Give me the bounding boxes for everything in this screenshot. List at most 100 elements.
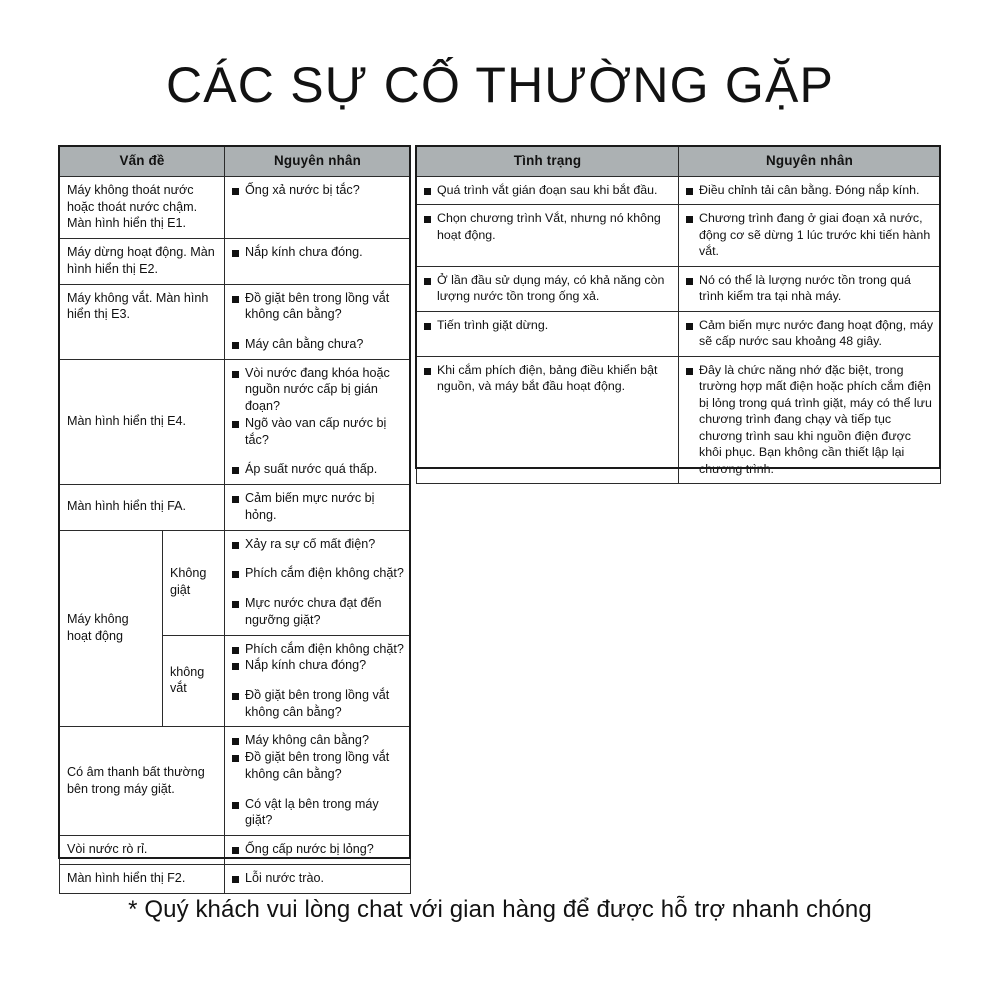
column-header-cause: Nguyên nhân: [678, 146, 941, 177]
cell-cause: Nó có thể là lượng nước tồn trong quá tr…: [678, 265, 941, 312]
cell-subgroup-label: không vắt: [161, 634, 226, 728]
list-item: Điều chỉnh tải cân bằng. Đóng nắp kính.: [686, 182, 934, 199]
cause-list: Đồ giặt bên trong lồng vắt không cân bằn…: [232, 290, 404, 353]
cell-cause: Lỗi nước trào.: [224, 863, 412, 894]
cell-cause: Ống cấp nước bị lỏng?: [224, 835, 412, 865]
cause-list: Vòi nước đang khóa hoặc nguồn nước cấp b…: [232, 365, 404, 478]
list-item: Đây là chức năng nhớ đặc biệt, trong trư…: [686, 362, 934, 478]
table-row: Chọn chương trình Vắt, nhưng nó không ho…: [416, 204, 941, 267]
cause-list: Chương trình đang ở giai đoạn xả nước, đ…: [686, 210, 934, 260]
page-title: CÁC SỰ CỐ THƯỜNG GẶP: [165, 57, 835, 113]
table-row-grouped: Máy không hoạt động Không giật Xảy ra sự…: [59, 529, 412, 728]
cell-status: Tiến trình giặt dừng.: [416, 310, 679, 357]
table-row: Khi cắm phích điện, bảng điều khiển bật …: [416, 355, 941, 485]
footer-note: * Quý khách vui lòng chat với gian hàng …: [128, 896, 872, 923]
cell-cause: Ống xả nước bị tắc?: [224, 175, 412, 240]
status-list: Tiến trình giặt dừng.: [424, 317, 672, 334]
table-row: Màn hình hiển thị FA. Cảm biến mực nước …: [58, 484, 412, 531]
cause-list: Ống xả nước bị tắc?: [232, 182, 404, 199]
list-item: Chương trình đang ở giai đoạn xả nước, đ…: [686, 210, 934, 260]
list-item: Nắp kính chưa đóng?: [232, 657, 404, 674]
table-row-grouped: không vắt Phích cắm điện không chặt? Nắp…: [60, 634, 412, 728]
list-item: Đồ giặt bên trong lồng vắt không cân bằn…: [232, 290, 404, 323]
list-item: Ống xả nước bị tắc?: [232, 182, 404, 199]
status-list: Chọn chương trình Vắt, nhưng nó không ho…: [424, 210, 672, 243]
cause-list: Máy không cân bằng? Đồ giặt bên trong lồ…: [232, 732, 404, 829]
table-row: Ở lần đầu sử dụng máy, có khả năng còn l…: [416, 265, 941, 312]
list-item: Đồ giặt bên trong lồng vắt không cân bằn…: [232, 749, 404, 782]
status-list: Quá trình vắt gián đoạn sau khi bắt đầu.: [424, 182, 672, 199]
table-row: Có âm thanh bất thường bên trong máy giặ…: [58, 726, 412, 837]
list-item: Cảm biến mực nước bị hỏng.: [232, 490, 404, 523]
table-row: Màn hình hiển thị E4. Vòi nước đang khóa…: [58, 358, 412, 486]
table-row: Quá trình vắt gián đoạn sau khi bắt đầu.…: [416, 175, 941, 206]
list-item: Nắp kính chưa đóng.: [232, 244, 404, 261]
list-item: Khi cắm phích điện, bảng điều khiển bật …: [424, 362, 672, 395]
column-header-status: Tình trạng: [416, 146, 679, 177]
cell-cause: Điều chỉnh tải cân bằng. Đóng nắp kính.: [678, 175, 941, 206]
list-item: Mực nước chưa đạt đến ngưỡng giặt?: [232, 595, 404, 628]
cell-status: Khi cắm phích điện, bảng điều khiển bật …: [416, 355, 679, 485]
list-item: Có vật lạ bên trong máy giặt?: [232, 796, 404, 829]
list-item: Xảy ra sự cố mất điện?: [232, 536, 404, 553]
cell-problem: Vòi nước rò rỉ.: [58, 835, 226, 865]
cell-problem: Màn hình hiển thị FA.: [58, 484, 226, 531]
cell-cause: Cảm biến mực nước bị hỏng.: [224, 484, 412, 531]
cell-problem: Máy không thoát nước hoặc thoát nước chậ…: [58, 175, 226, 240]
cell-cause: Vòi nước đang khóa hoặc nguồn nước cấp b…: [224, 358, 412, 486]
cell-problem: Máy dừng hoạt động. Màn hình hiển thị E2…: [58, 238, 226, 285]
list-item: Cảm biến mực nước đang hoạt động, máy sẽ…: [686, 317, 934, 350]
list-item: Máy không cân bằng?: [232, 732, 404, 749]
cell-cause: Chương trình đang ở giai đoạn xả nước, đ…: [678, 204, 941, 267]
cause-list: Ống cấp nước bị lỏng?: [232, 841, 404, 858]
cell-cause: Đây là chức năng nhớ đặc biệt, trong trư…: [678, 355, 941, 485]
common-problems-table: Vấn đề Nguyên nhân Máy không thoát nước …: [58, 146, 412, 894]
status-list: Ở lần đầu sử dụng máy, có khả năng còn l…: [424, 272, 672, 305]
cell-cause: Máy không cân bằng? Đồ giặt bên trong lồ…: [224, 726, 412, 837]
list-item: Chọn chương trình Vắt, nhưng nó không ho…: [424, 210, 672, 243]
cell-problem: Màn hình hiển thị F2.: [58, 863, 226, 894]
cell-cause: Phích cắm điện không chặt? Nắp kính chưa…: [224, 634, 412, 728]
cause-list: Đây là chức năng nhớ đặc biệt, trong trư…: [686, 362, 934, 478]
table-row: Máy dừng hoạt động. Màn hình hiển thị E2…: [58, 238, 412, 285]
cell-problem: Máy không vắt. Màn hình hiển thị E3.: [58, 283, 226, 360]
list-item: Ở lần đầu sử dụng máy, có khả năng còn l…: [424, 272, 672, 305]
cell-cause: Cảm biến mực nước đang hoạt động, máy sẽ…: [678, 310, 941, 357]
table-row: Vòi nước rò rỉ. Ống cấp nước bị lỏng?: [58, 835, 412, 865]
table-header-row: Vấn đề Nguyên nhân: [58, 146, 412, 177]
cause-list: Cảm biến mực nước đang hoạt động, máy sẽ…: [686, 317, 934, 350]
cell-status: Ở lần đầu sử dụng máy, có khả năng còn l…: [416, 265, 679, 312]
column-header-problem: Vấn đề: [58, 146, 226, 177]
cell-status: Quá trình vắt gián đoạn sau khi bắt đầu.: [416, 175, 679, 206]
cause-list: Cảm biến mực nước bị hỏng.: [232, 490, 404, 523]
cell-status: Chọn chương trình Vắt, nhưng nó không ho…: [416, 204, 679, 267]
list-item: Ống cấp nước bị lỏng?: [232, 841, 404, 858]
cell-subgroup-label: Không giật: [161, 529, 226, 636]
table-row: Màn hình hiển thị F2. Lỗi nước trào.: [58, 863, 412, 894]
list-item: Phích cắm điện không chặt?: [232, 641, 404, 658]
list-item: Áp suất nước quá thấp.: [232, 461, 404, 478]
table-row: Máy không thoát nước hoặc thoát nước chậ…: [58, 175, 412, 240]
cell-problem-grouped: Máy không hoạt động: [59, 529, 163, 728]
list-item: Vòi nước đang khóa hoặc nguồn nước cấp b…: [232, 365, 404, 415]
list-item: Lỗi nước trào.: [232, 870, 404, 887]
table-row: Máy không vắt. Màn hình hiển thị E3. Đồ …: [58, 283, 412, 360]
list-item: Đồ giặt bên trong lồng vắt không cân bằn…: [232, 687, 404, 720]
cause-list: Điều chỉnh tải cân bằng. Đóng nắp kính.: [686, 182, 934, 199]
status-list: Khi cắm phích điện, bảng điều khiển bật …: [424, 362, 672, 395]
list-item: Tiến trình giặt dừng.: [424, 317, 672, 334]
cell-cause: Đồ giặt bên trong lồng vắt không cân bằn…: [224, 283, 412, 360]
cell-problem: Màn hình hiển thị E4.: [58, 358, 226, 486]
table-header-row: Tình trạng Nguyên nhân: [416, 146, 941, 177]
cause-list: Lỗi nước trào.: [232, 870, 404, 887]
cell-cause: Xảy ra sự cố mất điện? Phích cắm điện kh…: [224, 529, 412, 636]
table-row: Tiến trình giặt dừng. Cảm biến mực nước …: [416, 310, 941, 357]
cause-list: Nó có thể là lượng nước tồn trong quá tr…: [686, 272, 934, 305]
cause-list: Xảy ra sự cố mất điện? Phích cắm điện kh…: [232, 536, 404, 629]
list-item: Phích cắm điện không chặt?: [232, 565, 404, 582]
list-item: Quá trình vắt gián đoạn sau khi bắt đầu.: [424, 182, 672, 199]
column-header-cause: Nguyên nhân: [224, 146, 412, 177]
status-cause-table: Tình trạng Nguyên nhân Quá trình vắt giá…: [416, 146, 941, 485]
cell-problem: Có âm thanh bất thường bên trong máy giặ…: [58, 726, 226, 837]
